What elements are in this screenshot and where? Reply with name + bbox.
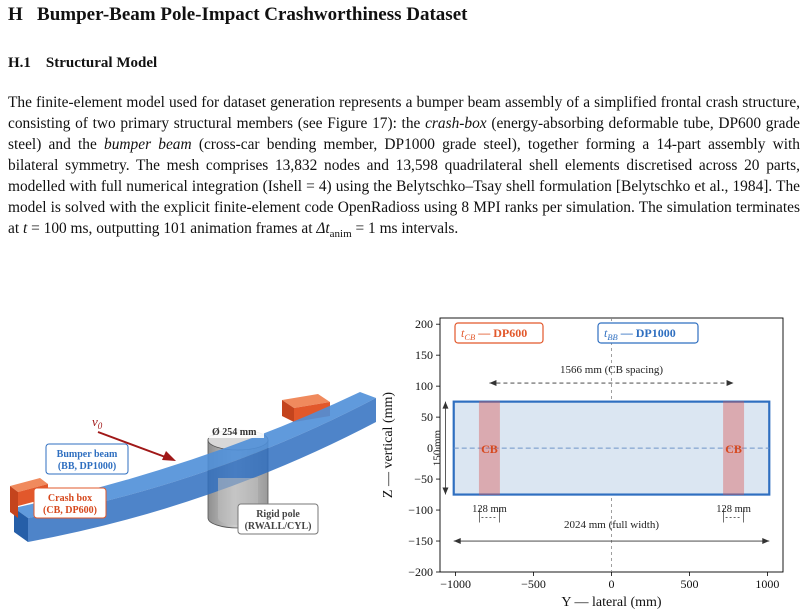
section-heading: H Bumper-Beam Pole-Impact Crashworthines… bbox=[8, 4, 467, 26]
crash-box-right bbox=[282, 394, 330, 408]
y-tick-label: 100 bbox=[415, 379, 433, 393]
y-tick-label: 50 bbox=[421, 410, 433, 424]
arrowhead bbox=[453, 538, 461, 545]
velocity-arrow bbox=[97, 431, 169, 459]
y-tick-label: −150 bbox=[408, 534, 433, 548]
y-tick-label: 150 bbox=[415, 348, 433, 362]
svg-text:(CB, DP600): (CB, DP600) bbox=[43, 505, 97, 516]
crash-box-section bbox=[723, 401, 745, 496]
x-tick-label: −500 bbox=[521, 577, 546, 591]
x-tick-label: 0 bbox=[609, 577, 615, 591]
crash-box-left bbox=[10, 478, 48, 492]
y-tick-label: −100 bbox=[408, 503, 433, 517]
velocity-label: v0 bbox=[92, 414, 103, 431]
subsection-title: Structural Model bbox=[45, 55, 158, 71]
y-tick-label: −50 bbox=[414, 472, 433, 486]
cb-width-label: 128 mm bbox=[472, 504, 507, 515]
crash-box-tag: CB bbox=[481, 442, 498, 456]
term-bumper-beam: bumper beam bbox=[104, 136, 192, 153]
arrowhead bbox=[726, 380, 734, 387]
bumper-beam-label: Bumper beam bbox=[57, 449, 118, 460]
crash-box-section bbox=[478, 401, 500, 496]
section-number: H bbox=[8, 4, 23, 25]
crash-box-label: Crash box bbox=[48, 493, 92, 504]
legend-crash-box-box bbox=[454, 322, 544, 344]
arrowhead bbox=[762, 538, 770, 545]
subsection-heading: H.1 Structural Model bbox=[8, 55, 157, 72]
cb-width-label: 128 mm bbox=[716, 504, 751, 515]
section-title: Bumper-Beam Pole-Impact Crashworthiness … bbox=[37, 4, 468, 25]
x-axis-label: Y — lateral (mm) bbox=[561, 595, 662, 610]
svg-text:(BB, DP1000): (BB, DP1000) bbox=[58, 461, 116, 472]
assembly-schematic: v0 Ø 254 mm Bumper beam (BB, DP1000) Cra… bbox=[10, 392, 376, 542]
x-tick-label: 1000 bbox=[755, 577, 779, 591]
crash-box-tag: CB bbox=[725, 442, 742, 456]
term-crash-box: crash-box bbox=[425, 115, 487, 132]
diameter-label: Ø 254 mm bbox=[212, 427, 257, 438]
y-tick-label: −200 bbox=[408, 565, 433, 579]
full-width-label: 2024 mm (full width) bbox=[564, 519, 659, 531]
x-tick-label: −1000 bbox=[440, 577, 471, 591]
y-tick-label: 0 bbox=[427, 441, 433, 455]
body-paragraph: The finite-element model used for datase… bbox=[8, 94, 800, 241]
cb-spacing-label: 1566 mm (CB spacing) bbox=[560, 364, 663, 376]
bumper-beam bbox=[14, 392, 376, 518]
arrowhead bbox=[442, 401, 449, 409]
y-tick-label: 200 bbox=[415, 317, 433, 331]
arrowhead bbox=[489, 380, 497, 387]
svg-text:(RWALL/CYL): (RWALL/CYL) bbox=[245, 521, 312, 532]
legend-crash-box: tCB — DP600 bbox=[461, 326, 527, 342]
subsection-number: H.1 bbox=[8, 55, 31, 71]
y-axis-label: Z — vertical (mm) bbox=[381, 392, 396, 498]
arrowhead bbox=[442, 487, 449, 495]
legend-bumper-beam-box bbox=[597, 322, 699, 344]
legend-bumper-beam: tBB — DP1000 bbox=[604, 326, 676, 342]
x-tick-label: 500 bbox=[680, 577, 698, 591]
rigid-pole-label: Rigid pole bbox=[256, 509, 300, 520]
